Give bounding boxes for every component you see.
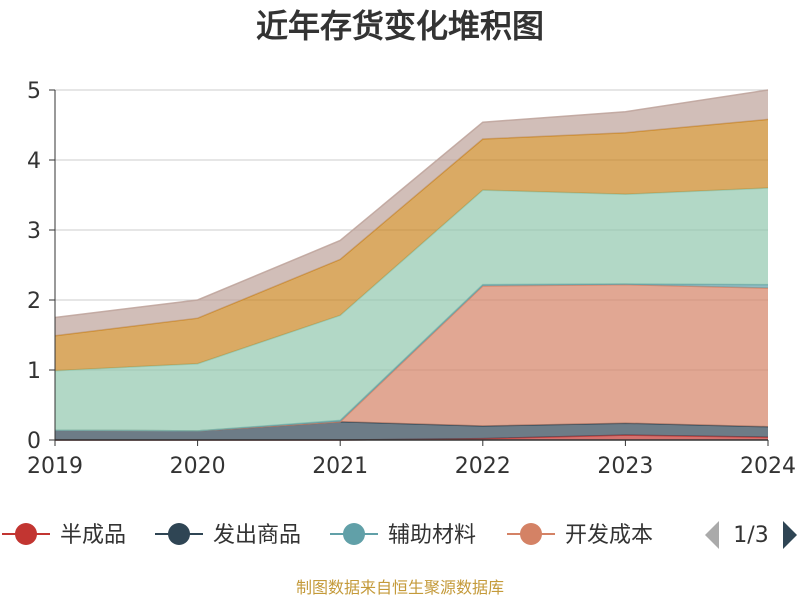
source-note: 制图数据来自恒生聚源数据库 — [296, 578, 504, 597]
area-series-line-6 — [54, 89, 769, 319]
area-series-1 — [55, 421, 768, 440]
x-tick-label: 2021 — [312, 454, 368, 479]
x-tick-label: 2023 — [597, 454, 653, 479]
series-areas — [54, 89, 769, 441]
legend-marker — [168, 523, 190, 545]
x-tick-label: 2024 — [740, 454, 796, 479]
axes: 0 1 2 3 4 5 2019 2020 2021 2022 2023 2024 — [27, 79, 796, 479]
x-tick-label: 2022 — [455, 454, 511, 479]
area-series-5 — [55, 119, 768, 371]
legend: 半成品 发出商品 辅助材料 开发成本 — [2, 523, 653, 548]
y-tick-label: 5 — [27, 79, 41, 104]
chart-title: 近年存货变化堆积图 — [256, 7, 544, 45]
legend-marker — [343, 523, 365, 545]
area-series-6 — [55, 90, 768, 336]
x-tick-label: 2020 — [170, 454, 226, 479]
legend-marker — [520, 523, 542, 545]
legend-label: 半成品 — [60, 523, 126, 548]
y-tick-label: 4 — [27, 149, 41, 174]
page-indicator: 1/3 — [733, 523, 768, 548]
legend-label: 开发成本 — [565, 523, 653, 548]
x-tick-label: 2019 — [27, 454, 83, 479]
y-tick-label: 0 — [27, 429, 41, 454]
area-series-2 — [55, 284, 768, 431]
page-prev-icon[interactable] — [705, 521, 719, 549]
legend-marker — [15, 523, 37, 545]
legend-pager: 1/3 — [705, 521, 797, 549]
legend-label: 辅助材料 — [388, 523, 476, 548]
legend-item[interactable]: 发出商品 — [155, 523, 301, 548]
area-series-4 — [55, 188, 768, 431]
page-next-icon[interactable] — [783, 521, 797, 549]
legend-item[interactable]: 辅助材料 — [330, 523, 476, 548]
legend-item[interactable]: 半成品 — [2, 523, 126, 548]
y-tick-label: 2 — [27, 289, 41, 314]
y-tick-label: 3 — [27, 219, 41, 244]
y-tick-label: 1 — [27, 359, 41, 384]
legend-item[interactable]: 开发成本 — [507, 523, 653, 548]
legend-label: 发出商品 — [213, 523, 301, 548]
